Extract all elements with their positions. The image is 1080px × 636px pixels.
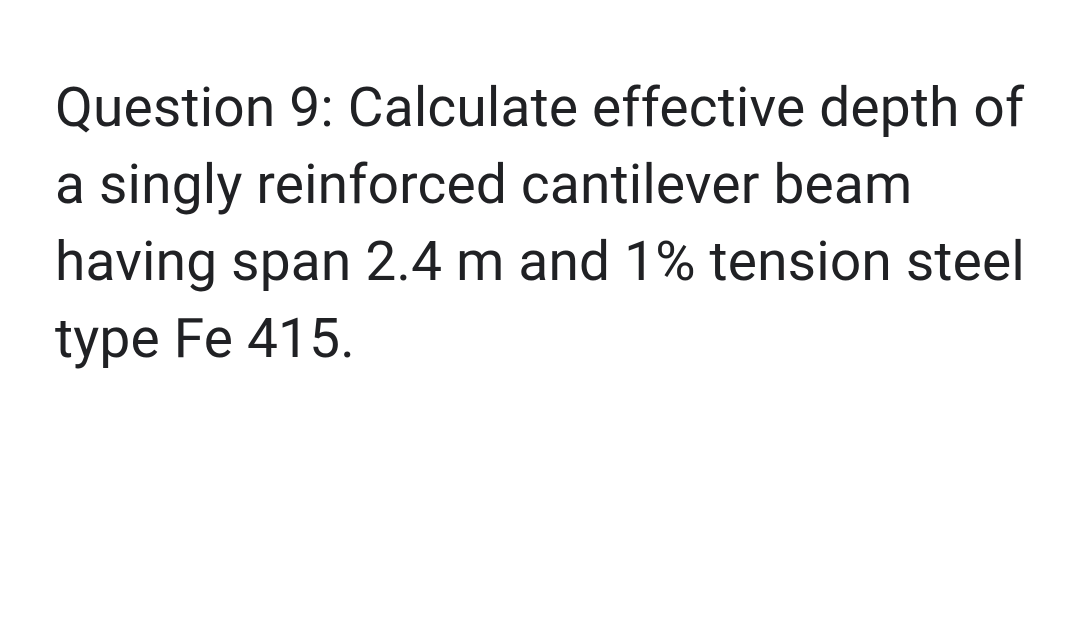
question-container: Question 9: Calculate effective depth of… xyxy=(0,0,1080,378)
question-text: Question 9: Calculate effective depth of… xyxy=(55,70,1025,378)
